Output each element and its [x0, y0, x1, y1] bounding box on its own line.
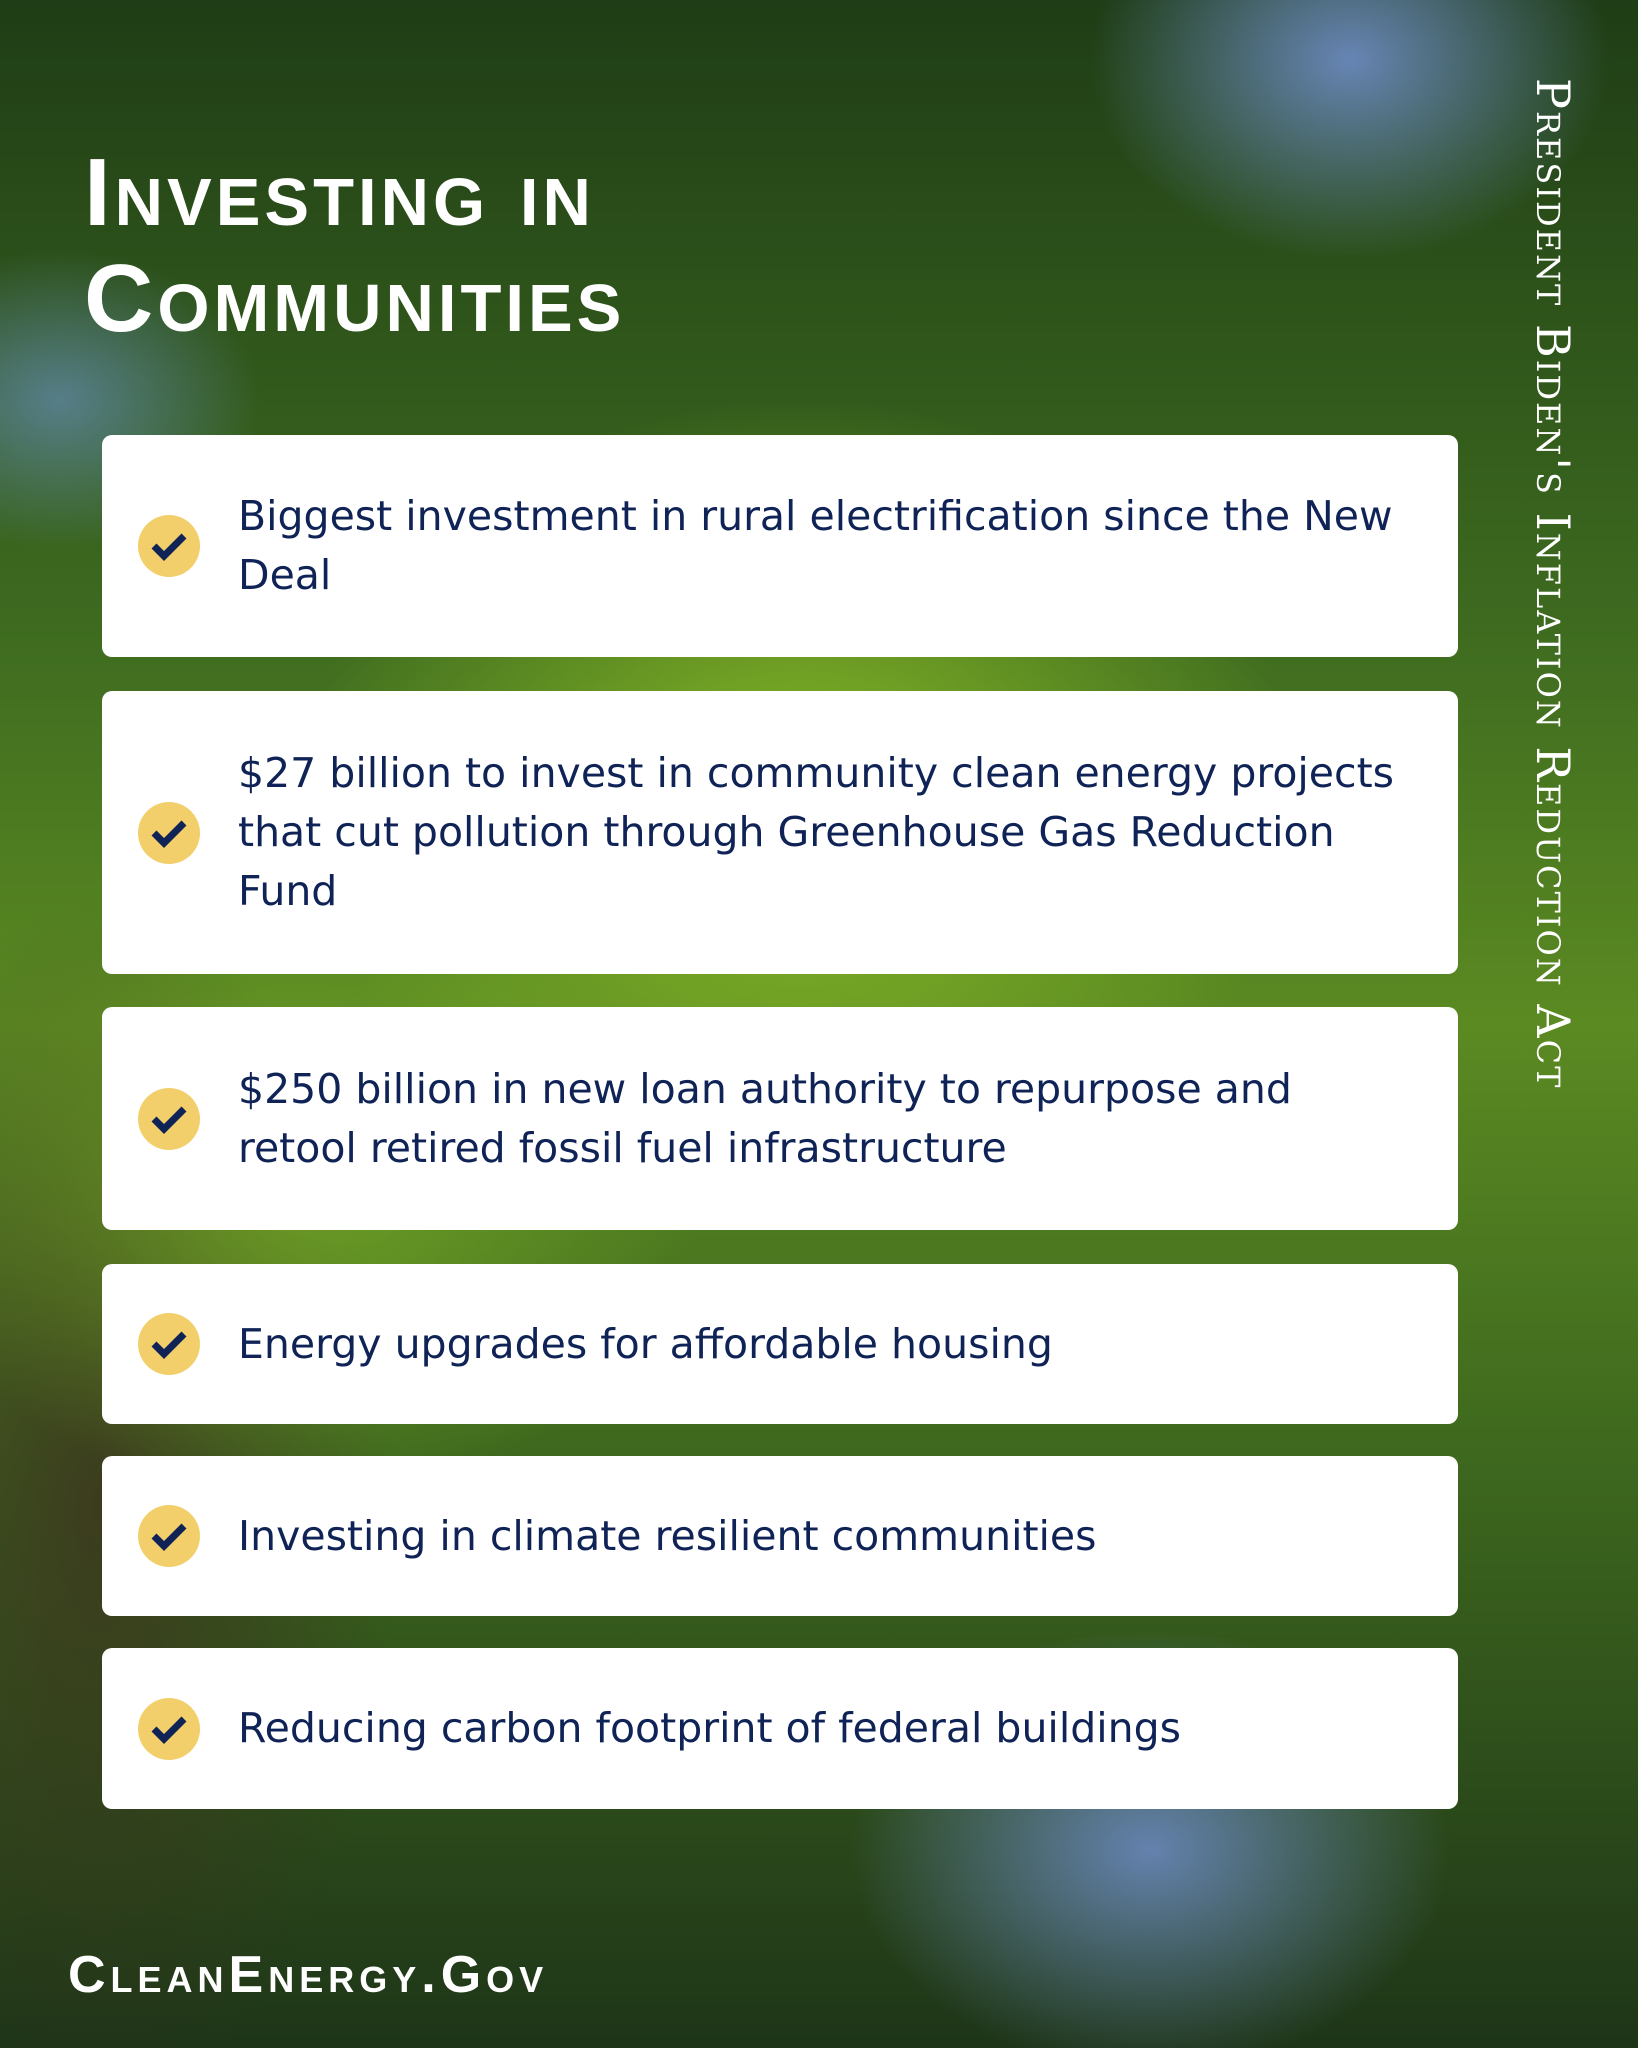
list-item: Energy upgrades for affordable housing [102, 1264, 1458, 1424]
page-title: Investing in Communities [84, 140, 625, 352]
check-circle-icon [138, 515, 200, 577]
list-item: Biggest investment in rural electrificat… [102, 435, 1458, 657]
list-item: $250 billion in new loan authority to re… [102, 1007, 1458, 1230]
footer-website[interactable]: CleanEnergy.Gov [68, 1946, 549, 2004]
list-item-text: $27 billion to invest in community clean… [238, 749, 1395, 915]
list-item-text: Energy upgrades for affordable housing [238, 1319, 1053, 1368]
side-title: President Biden's Inflation Reduction Ac… [1526, 78, 1590, 1278]
check-circle-icon [138, 801, 200, 864]
list-item-text: $250 billion in new loan authority to re… [238, 1064, 1292, 1172]
check-circle-icon [138, 1313, 200, 1375]
check-circle-icon [138, 1697, 200, 1760]
title-line-1: Investing in [84, 139, 595, 246]
check-circle-icon [138, 1505, 200, 1567]
check-circle-icon [138, 1087, 200, 1150]
list-item: Investing in climate resilient communiti… [102, 1456, 1458, 1616]
side-title-text: President Biden's Inflation Reduction Ac… [1526, 78, 1580, 1090]
list-item-text: Biggest investment in rural electrificat… [238, 492, 1393, 599]
list-item-text: Investing in climate resilient communiti… [238, 1511, 1097, 1560]
list-item: $27 billion to invest in community clean… [102, 691, 1458, 974]
list-item: Reducing carbon footprint of federal bui… [102, 1648, 1458, 1809]
title-line-2: Communities [84, 245, 626, 352]
list-item-text: Reducing carbon footprint of federal bui… [238, 1704, 1181, 1752]
